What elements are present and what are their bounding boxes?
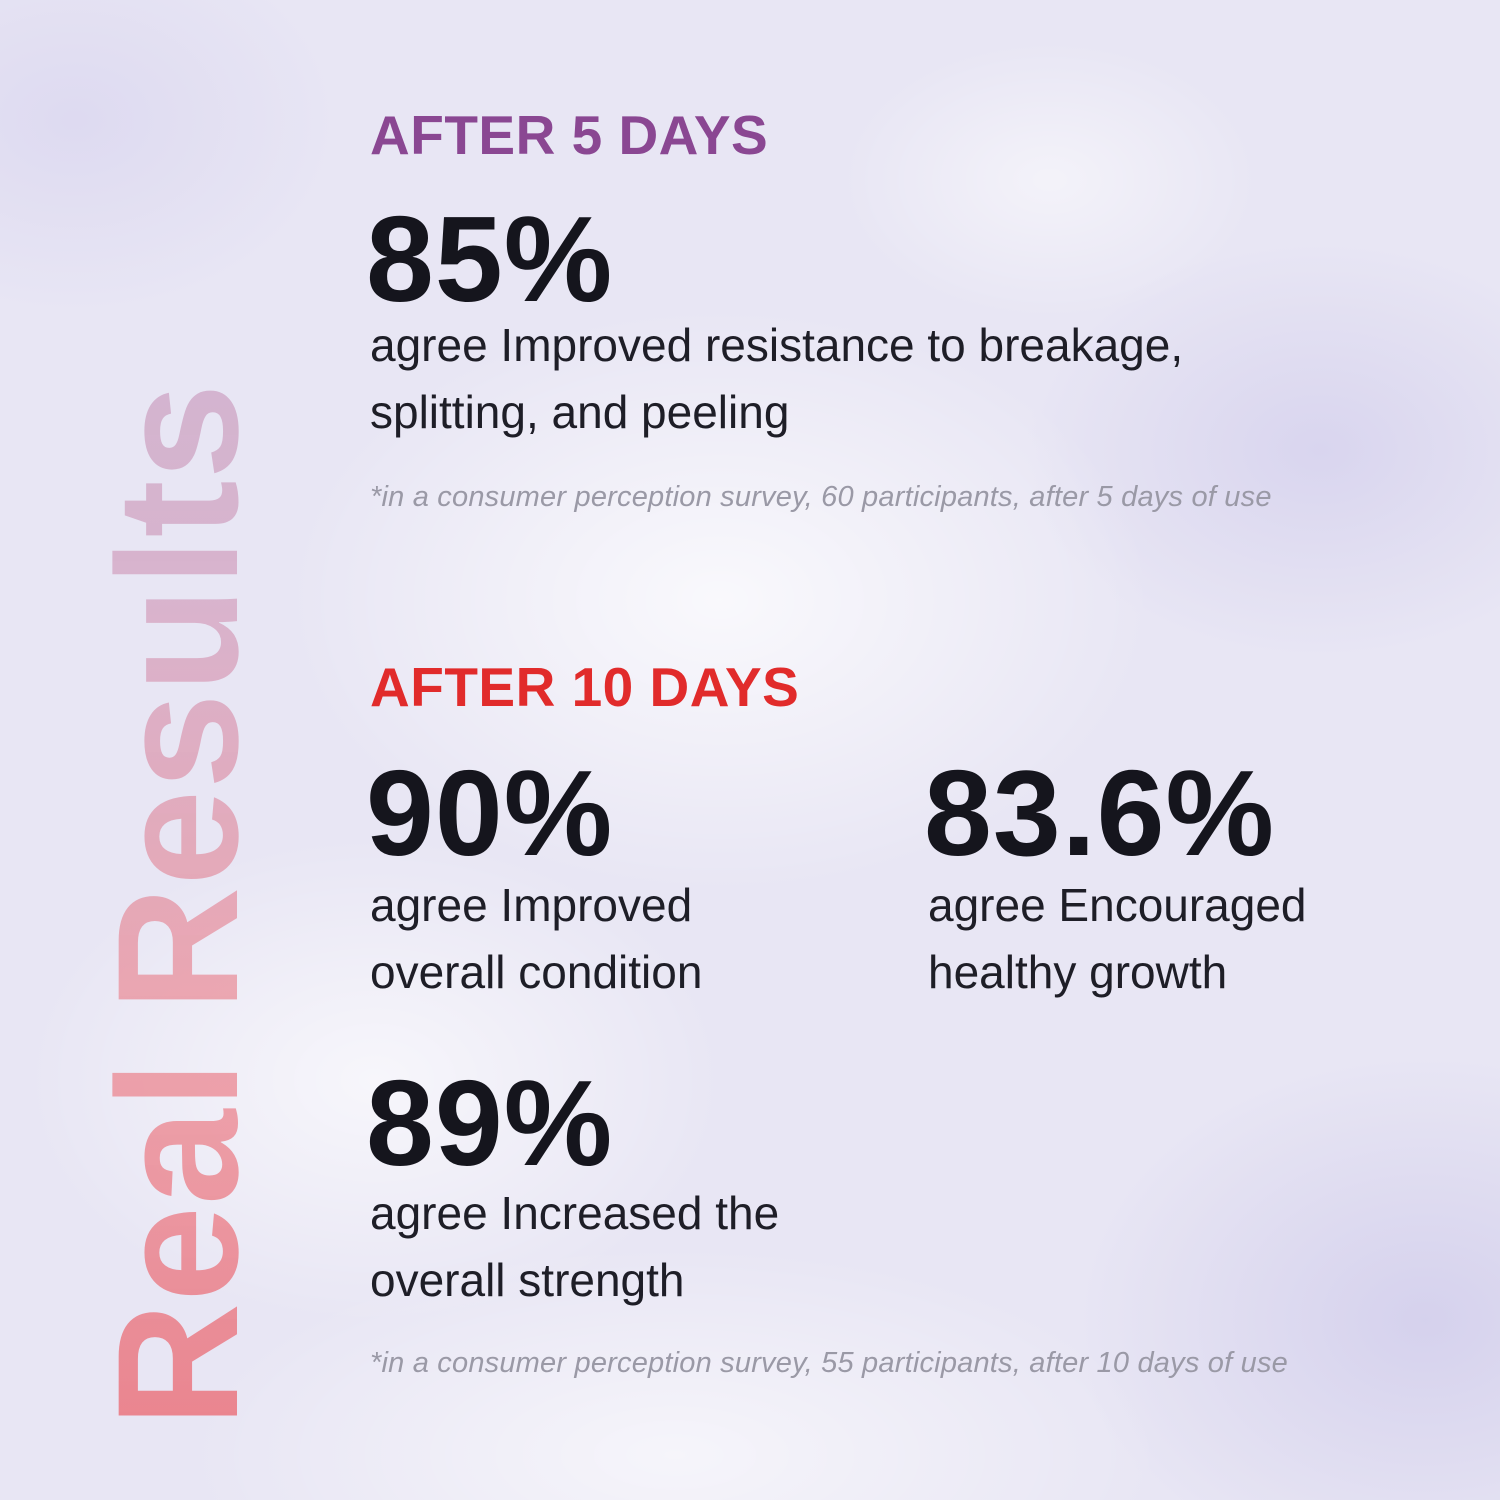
stat-value-89-percent: 89% <box>366 1055 614 1191</box>
stat-value-83-6-percent: 83.6% <box>924 745 1275 881</box>
section-label-after-5-days: AFTER 5 DAYS <box>370 104 769 166</box>
section-label-after-10-days: AFTER 10 DAYS <box>370 656 800 718</box>
vertical-title-real-results: Real Results <box>82 92 274 1427</box>
stat-description-overall-condition: agree Improved overall condition <box>370 879 703 998</box>
stat-description-breakage: agree Improved resistance to breakage, s… <box>370 319 1184 438</box>
stat-value-90-percent: 90% <box>366 745 614 881</box>
stat-description-overall-strength: agree Increased the overall strength <box>370 1187 780 1306</box>
stat-description-healthy-growth: agree Encouraged healthy growth <box>928 879 1307 998</box>
footnote-10-days: *in a consumer perception survey, 55 par… <box>370 1347 1288 1379</box>
footnote-5-days: *in a consumer perception survey, 60 par… <box>370 481 1272 513</box>
stat-value-85-percent: 85% <box>366 191 614 327</box>
